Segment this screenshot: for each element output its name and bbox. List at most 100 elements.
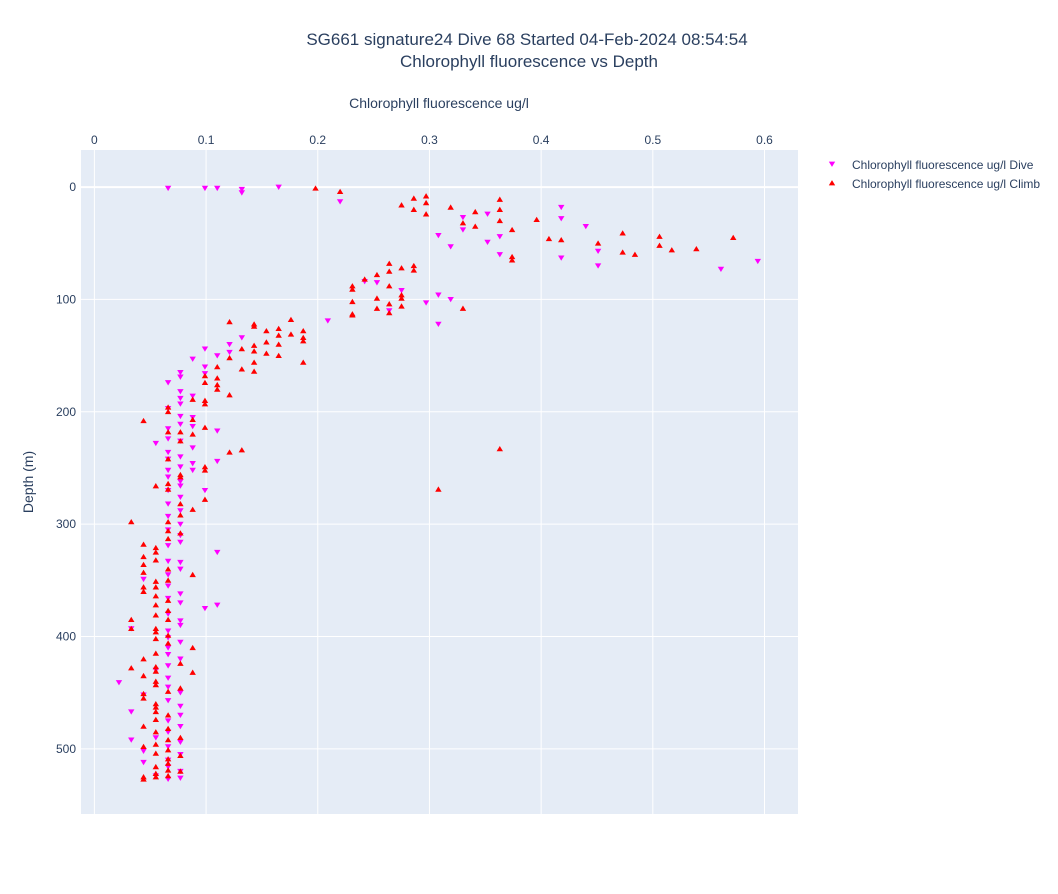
data-point [152, 701, 160, 707]
data-point [226, 449, 233, 455]
data-point [263, 350, 270, 356]
data-point [164, 767, 172, 773]
data-point [496, 217, 504, 224]
data-point [164, 688, 172, 694]
chart-title: SG661 signature24 Dive 68 Started 04-Feb… [306, 30, 747, 49]
data-point [164, 519, 172, 525]
data-point [447, 244, 454, 250]
data-point [164, 718, 172, 724]
data-point [140, 576, 147, 583]
data-point [140, 723, 147, 729]
data-point [177, 639, 184, 645]
data-point [201, 467, 209, 473]
data-point [177, 734, 184, 741]
data-point [164, 572, 172, 578]
data-point [177, 501, 184, 507]
data-point [164, 449, 172, 456]
data-point [435, 292, 442, 298]
x-tick-label: 0.2 [309, 133, 326, 147]
data-point [459, 227, 467, 233]
data-point [275, 352, 282, 359]
data-point [164, 426, 172, 432]
data-point [164, 501, 172, 507]
data-point [164, 486, 172, 492]
data-point [594, 263, 602, 269]
data-point [386, 268, 393, 274]
data-point [619, 249, 626, 255]
data-point [177, 438, 184, 444]
data-point [128, 519, 135, 525]
data-point [140, 417, 147, 424]
data-point [164, 628, 172, 634]
data-point [152, 681, 160, 688]
data-point [177, 768, 184, 774]
data-point [164, 760, 172, 766]
data-point [410, 267, 418, 273]
data-point [386, 283, 393, 289]
data-point [177, 656, 184, 662]
data-point [164, 558, 172, 565]
data-point [164, 429, 172, 435]
data-point [164, 772, 172, 779]
data-point [496, 445, 504, 452]
data-point [214, 185, 221, 192]
data-point [164, 597, 172, 603]
data-point [287, 316, 295, 323]
data-point [152, 678, 160, 684]
data-point [656, 242, 663, 248]
data-point [164, 645, 172, 651]
data-point [201, 496, 209, 502]
data-point [558, 204, 565, 211]
data-point [435, 486, 442, 492]
data-point [275, 325, 282, 332]
x-tick-label: 0.1 [198, 133, 215, 147]
data-point [336, 188, 344, 194]
data-point [177, 622, 184, 629]
data-point [214, 363, 221, 370]
data-point [177, 539, 184, 545]
data-point [496, 206, 504, 212]
data-point [152, 549, 160, 555]
data-point [140, 561, 147, 567]
data-point [164, 616, 172, 623]
data-point [128, 737, 135, 743]
data-point [177, 723, 184, 730]
data-point [164, 527, 172, 534]
data-point [324, 318, 332, 324]
data-point [594, 240, 602, 246]
data-point [152, 750, 160, 756]
data-point [214, 458, 221, 465]
data-point [152, 629, 160, 635]
data-point [201, 372, 209, 379]
data-point [754, 258, 761, 265]
data-point [152, 602, 160, 608]
data-point [693, 245, 700, 252]
data-point [238, 447, 246, 453]
data-point [189, 416, 196, 423]
data-point [250, 342, 258, 348]
data-point [177, 739, 184, 745]
data-point [201, 463, 209, 470]
data-point [115, 680, 123, 686]
data-point [214, 381, 221, 388]
data-point [164, 675, 172, 681]
data-point [177, 483, 184, 489]
data-point [128, 665, 135, 671]
data-point [508, 226, 516, 233]
data-point [238, 335, 246, 341]
data-point [435, 321, 442, 328]
data-point [386, 301, 393, 307]
data-point [238, 190, 246, 196]
legend[interactable]: Chlorophyll fluorescence ug/l Dive Chlor… [828, 158, 1041, 191]
data-point [373, 295, 381, 301]
data-point [336, 199, 344, 205]
data-point [398, 202, 405, 208]
data-point [717, 266, 725, 272]
legend-item-climb[interactable]: Chlorophyll fluorescence ug/l Climb [828, 177, 1041, 191]
chart-subtitle: Chlorophyll fluorescence vs Depth [400, 52, 658, 71]
legend-climb-marker [828, 180, 836, 186]
legend-item-dive[interactable]: Chlorophyll fluorescence ug/l Dive [828, 158, 1034, 172]
data-point [177, 395, 184, 402]
data-point [164, 408, 172, 415]
data-point [250, 323, 258, 329]
